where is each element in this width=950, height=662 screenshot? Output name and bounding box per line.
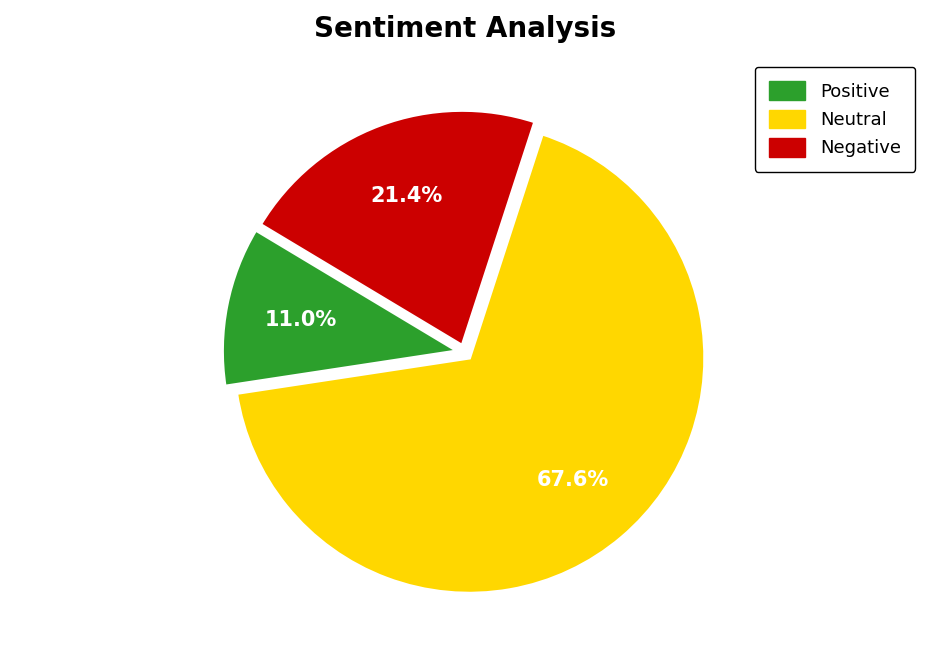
Wedge shape bbox=[237, 134, 705, 593]
Title: Sentiment Analysis: Sentiment Analysis bbox=[314, 15, 616, 43]
Wedge shape bbox=[222, 230, 458, 387]
Text: 67.6%: 67.6% bbox=[537, 470, 609, 490]
Wedge shape bbox=[260, 110, 535, 346]
Text: 21.4%: 21.4% bbox=[370, 186, 443, 206]
Legend: Positive, Neutral, Negative: Positive, Neutral, Negative bbox=[755, 67, 915, 172]
Text: 11.0%: 11.0% bbox=[264, 310, 336, 330]
